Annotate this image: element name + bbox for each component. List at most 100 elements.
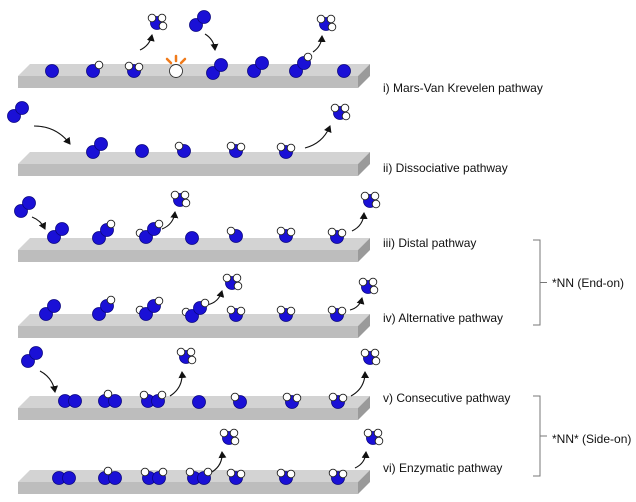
n2-molecule <box>14 196 36 218</box>
group-label-side-on: *NN* (Side-on) <box>552 432 632 446</box>
hydrogen-atom <box>371 356 381 366</box>
nitrogen-atom <box>62 471 76 485</box>
hydrogen-atom <box>187 355 197 365</box>
nitrogen-atom <box>255 56 269 70</box>
n2-molecule <box>47 222 69 244</box>
reaction-arrow <box>304 125 332 149</box>
n2h-species <box>92 295 116 321</box>
n2h2-side-on <box>185 467 213 485</box>
hydrogen-atom <box>106 219 116 229</box>
hydrogen-atom <box>328 468 338 478</box>
reaction-arrow <box>354 451 370 469</box>
reaction-arrow <box>39 370 59 393</box>
catalyst-surface <box>18 152 370 176</box>
hydrogen-atom <box>276 468 286 478</box>
nh2-species <box>328 392 348 409</box>
hydrogen-atom <box>276 142 286 152</box>
hydrogen-atom <box>327 227 337 237</box>
adsorbed-n <box>135 144 149 158</box>
pathway-label-mars-van-krevelen: i) Mars-Van Krevelen pathway <box>383 81 543 95</box>
hydrogen-atom <box>229 428 239 438</box>
hydrogen-atom <box>158 21 168 31</box>
nitrogen-atom <box>337 64 351 78</box>
hydrogen-atom <box>226 305 236 315</box>
reaction-arrow <box>169 371 187 397</box>
nh2-species <box>276 142 296 159</box>
reaction-arrow <box>31 216 47 230</box>
hydrogen-atom <box>139 390 149 400</box>
hydrogen-atom <box>124 61 134 71</box>
n2h-side-on <box>98 466 122 485</box>
n2-molecule <box>247 56 269 78</box>
hydrogen-atom <box>226 141 236 151</box>
hydrogen-atom <box>368 277 378 287</box>
hydrogen-atom <box>176 347 186 357</box>
adsorbed-n <box>185 231 199 245</box>
hydrogen-atom <box>147 13 157 23</box>
hydrogen-atom <box>360 191 370 201</box>
nitrogen-atom <box>192 395 206 409</box>
nh2-species <box>276 305 296 322</box>
hydrogen-atom <box>286 227 296 237</box>
hydrogen-atom <box>106 295 116 305</box>
nh3-molecule <box>147 13 168 31</box>
nitrogen-atom <box>22 196 36 210</box>
adsorbed-n <box>45 64 59 78</box>
hydrogen-atom <box>226 468 236 478</box>
nitrogen-atom <box>185 231 199 245</box>
n2h2-species <box>135 296 164 321</box>
nitrogen-atom <box>29 346 43 360</box>
nh2-species <box>226 141 246 158</box>
hydrogen-atom <box>286 469 296 479</box>
nh-species <box>226 226 243 243</box>
n2-molecule <box>189 10 211 32</box>
hydrogen-atom <box>327 22 337 32</box>
hydrogen-atom <box>292 393 302 403</box>
nh3-molecule <box>316 14 337 32</box>
nitrogen-atom <box>55 222 69 236</box>
hydrogen-atom <box>203 467 213 477</box>
hydrogen-atom <box>170 190 180 200</box>
hydrogen-atom <box>328 392 338 402</box>
hydrogen-atom <box>186 347 196 357</box>
hydrogen-atom <box>222 273 232 283</box>
group-bracket <box>533 395 547 477</box>
hydrogen-atom <box>276 305 286 315</box>
adsorbed-n <box>192 395 206 409</box>
hydrogen-atom <box>338 469 348 479</box>
hydrogen-atom <box>337 228 347 238</box>
nh-species <box>230 392 247 409</box>
hydrogen-atom <box>282 392 292 402</box>
n2h-side-on <box>98 389 122 408</box>
hydrogen-atom <box>330 103 340 113</box>
hydrogen-atom <box>327 305 337 315</box>
hydrogen-atom <box>326 14 336 24</box>
vacancy-spark <box>165 57 173 65</box>
nitrogen-vacancy <box>165 54 187 78</box>
n2h2-side-on <box>139 390 167 408</box>
nh2-species <box>328 468 348 485</box>
reaction-arrow <box>211 451 227 473</box>
n2-side-on <box>58 394 82 408</box>
reaction-arrow <box>349 297 365 311</box>
nitrogen-atom <box>108 471 122 485</box>
hydrogen-atom <box>373 428 383 438</box>
hydrogen-atom <box>140 467 150 477</box>
hydrogen-atom <box>341 111 351 121</box>
hydrogen-atom <box>370 191 380 201</box>
hydrogen-atom <box>337 306 347 316</box>
nitrogen-atom <box>68 394 82 408</box>
nh2-species <box>226 305 246 322</box>
hydrogen-atom <box>371 199 381 209</box>
group-bracket <box>533 239 547 326</box>
hydrogen-atom <box>316 14 326 24</box>
reaction-arrow <box>161 211 179 230</box>
hydrogen-atom <box>236 142 246 152</box>
hydrogen-atom <box>219 428 229 438</box>
reaction-arrow <box>350 371 370 397</box>
hydrogen-atom <box>180 190 190 200</box>
reaction-arrow <box>139 34 155 51</box>
nh-species <box>174 141 191 158</box>
hydrogen-atom <box>154 219 164 229</box>
